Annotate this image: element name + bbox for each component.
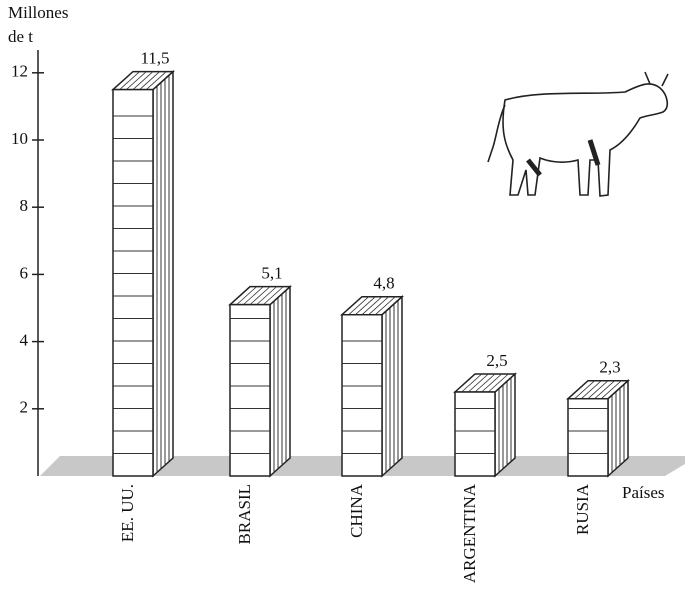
x-tick-label: CHINA <box>347 483 366 538</box>
y-tick-label: 4 <box>20 331 29 350</box>
x-tick-label: ARGENTINA <box>460 483 479 583</box>
y-tick-label: 12 <box>11 62 28 81</box>
value-label: 11,5 <box>140 49 169 68</box>
value-label: 2,5 <box>486 351 507 370</box>
x-tick-label: EE. UU. <box>118 484 137 542</box>
bar-side <box>270 287 290 476</box>
bar <box>455 392 495 476</box>
bar <box>568 399 608 476</box>
value-label: 4,8 <box>373 274 394 293</box>
bar <box>230 305 270 476</box>
y-tick-label: 8 <box>20 196 29 215</box>
value-label: 5,1 <box>261 264 282 283</box>
bar <box>342 315 382 476</box>
y-tick-label: 6 <box>20 263 29 282</box>
x-axis-label: Países <box>622 483 665 502</box>
y-tick-label: 10 <box>11 129 28 148</box>
y-axis-label: de t <box>8 27 33 46</box>
y-tick-label: 2 <box>20 398 29 417</box>
bar-side <box>382 297 402 476</box>
cow-illustration <box>488 72 668 196</box>
value-label: 2,3 <box>599 358 620 377</box>
x-tick-label: RUSIA <box>573 483 592 535</box>
chart: Millones de t Países 2 4 6 8 10 12 11,5 EE. UU.… <box>0 0 685 595</box>
y-axis-label: Millones <box>8 3 68 22</box>
bar <box>113 90 153 476</box>
x-tick-label: BRASIL <box>235 484 254 544</box>
bar-side <box>153 72 173 476</box>
